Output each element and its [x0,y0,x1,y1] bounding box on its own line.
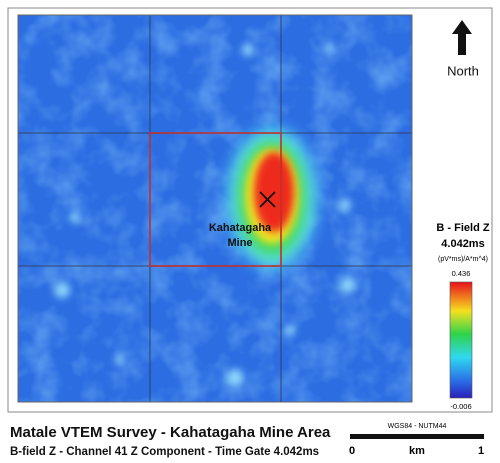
map-title: Matale VTEM Survey - Kahatagaha Mine Are… [10,424,331,441]
legend-time: 4.042ms [441,238,484,250]
mine-label: Kahatagaha [209,222,272,234]
mine-label: Mine [227,237,252,249]
north-label: North [447,63,479,78]
map-subtitle: B-field Z - Channel 41 Z Component - Tim… [10,446,319,458]
north-arrow [452,20,472,55]
legend-units: (pV*ms)/A*m^4) [438,256,488,263]
scale-label: km [409,445,425,457]
scale-label: 1 [478,445,484,457]
map-border [17,14,413,403]
legend-title: B - Field Z [436,222,489,234]
color-bar [449,281,473,399]
legend-max: 0.436 [452,269,471,278]
mine-symbol [259,191,276,208]
legend-min: -0.006 [450,402,471,411]
scale-bar [350,434,484,439]
survey-map: Kahatagaha Mine [18,15,412,402]
scale-projection: WGS84 - NUTM44 [388,423,447,430]
scale-label: 0 [349,445,355,457]
licence-boundary [149,132,282,267]
